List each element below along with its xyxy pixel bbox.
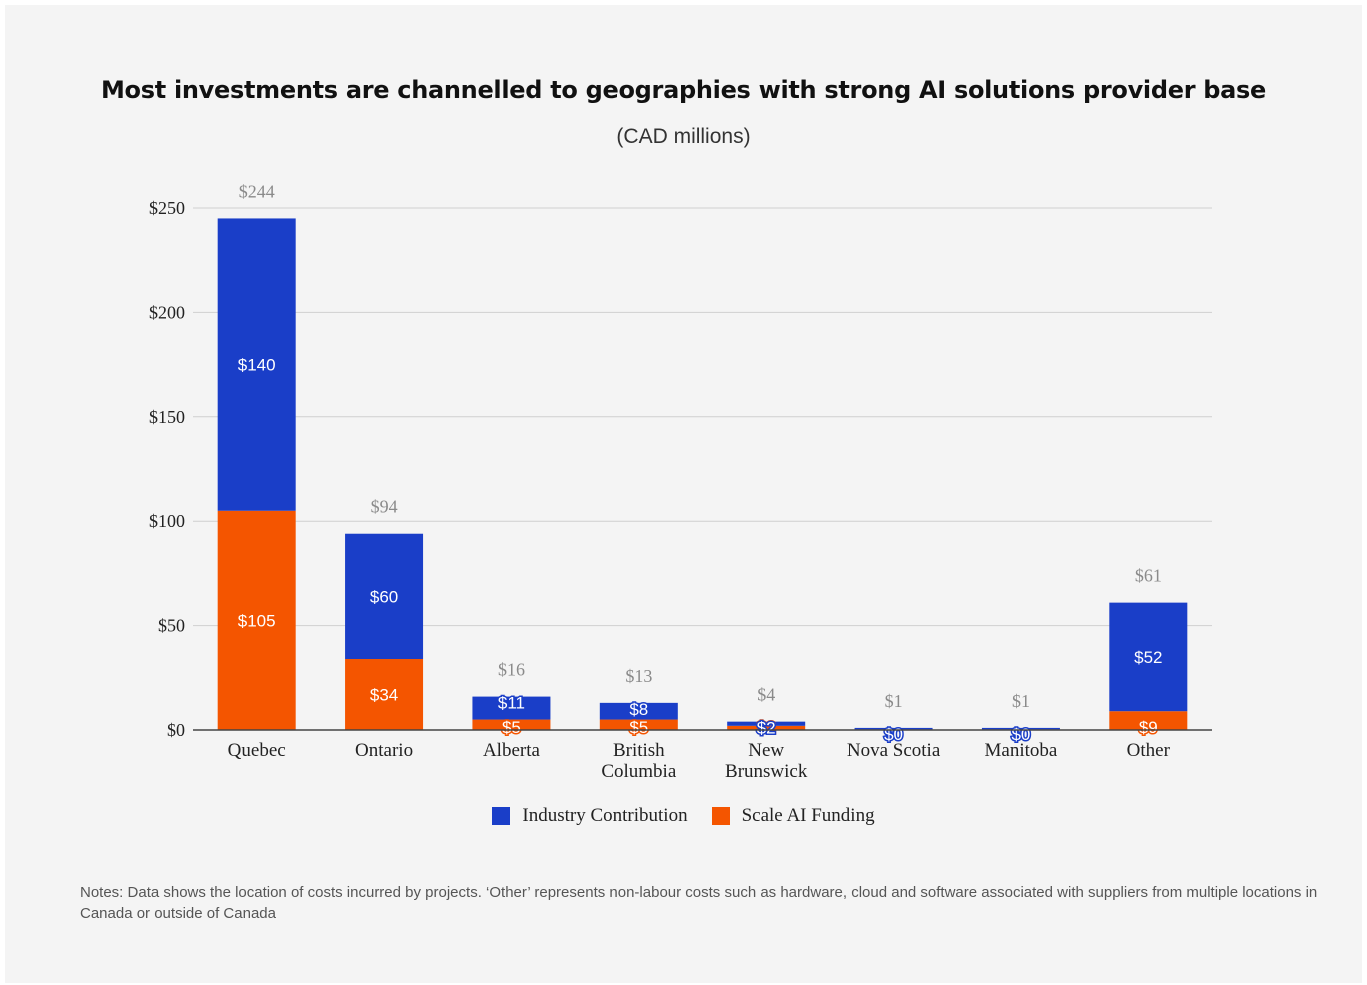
bar-industry-contribution — [854, 727, 933, 730]
bar-scale-ai-funding — [217, 510, 296, 730]
y-tick-label: $50 — [158, 616, 185, 636]
bar-total-label: $244 — [239, 181, 275, 201]
bar-industry-contribution — [345, 533, 424, 660]
bar-industry-contribution — [472, 696, 551, 720]
bar-total-label: $1 — [885, 691, 903, 711]
segment-label-industry: $60 — [370, 587, 398, 606]
legend-swatch-industry — [492, 807, 511, 825]
legend-swatch-scale-ai — [711, 807, 730, 825]
x-category-label: Quebec — [228, 740, 286, 761]
segment-label-scale-ai: $2 — [757, 718, 776, 737]
x-category-label: Brunswick — [725, 761, 808, 782]
legend-item-industry-contribution: Industry Contribution — [492, 805, 688, 827]
bar-total-label: $94 — [371, 497, 398, 517]
legend-label-industry: Industry Contribution — [522, 805, 688, 826]
y-tick-label: $100 — [149, 511, 185, 531]
bar-total-label: $61 — [1135, 566, 1162, 586]
bar-total-label: $1 — [1012, 691, 1030, 711]
segment-label-scale-ai: $5 — [502, 718, 521, 737]
bar-total-label: $4 — [757, 685, 775, 705]
legend-item-scale-ai-funding: Scale AI Funding — [711, 805, 875, 827]
y-tick-label: $0 — [167, 720, 185, 740]
x-category-label: British — [613, 740, 665, 761]
bar-scale-ai-funding — [727, 725, 806, 730]
bar-scale-ai-funding — [345, 659, 424, 730]
bar-industry-contribution — [599, 702, 678, 720]
bar-industry-contribution — [727, 721, 806, 726]
segment-label-industry: $2 — [757, 719, 776, 738]
segment-label-industry: $52 — [1134, 648, 1162, 667]
bar-scale-ai-funding — [472, 719, 551, 730]
bar-industry-contribution — [1109, 602, 1188, 712]
bar-scale-ai-funding — [599, 719, 678, 730]
x-category-label: Ontario — [355, 740, 413, 761]
y-tick-label: $150 — [149, 407, 185, 427]
legend: Industry Contribution Scale AI Funding — [0, 805, 1367, 827]
segment-label-scale-ai: $105 — [238, 611, 276, 630]
bar-total-label: $16 — [498, 660, 525, 680]
segment-label-industry: $8 — [629, 700, 648, 719]
x-category-label: Columbia — [601, 761, 677, 782]
chart-title: Most investments are channelled to geogr… — [100, 76, 1267, 104]
x-category-label: Other — [1127, 740, 1171, 761]
bar-industry-contribution — [217, 218, 296, 511]
x-category-label: Alberta — [483, 740, 541, 761]
segment-label-scale-ai: $34 — [370, 686, 398, 705]
segment-label-scale-ai: $9 — [1139, 718, 1158, 737]
legend-label-scale-ai: Scale AI Funding — [741, 805, 875, 826]
y-tick-label: $200 — [149, 302, 185, 322]
x-category-label: Nova Scotia — [847, 740, 941, 761]
x-category-label: Manitoba — [985, 740, 1058, 761]
y-tick-label: $250 — [149, 198, 185, 218]
chart-subtitle: (CAD millions) — [616, 125, 751, 148]
bar-industry-contribution — [981, 727, 1060, 730]
segment-label-scale-ai: $5 — [629, 718, 648, 737]
chart-notes: Notes: Data shows the location of costs … — [80, 884, 1318, 922]
x-category-label: New — [748, 740, 784, 761]
bar-scale-ai-funding — [1109, 711, 1188, 730]
bar-total-label: $13 — [625, 666, 652, 686]
segment-label-industry: $140 — [238, 356, 276, 375]
segment-label-industry: $11 — [498, 694, 525, 713]
